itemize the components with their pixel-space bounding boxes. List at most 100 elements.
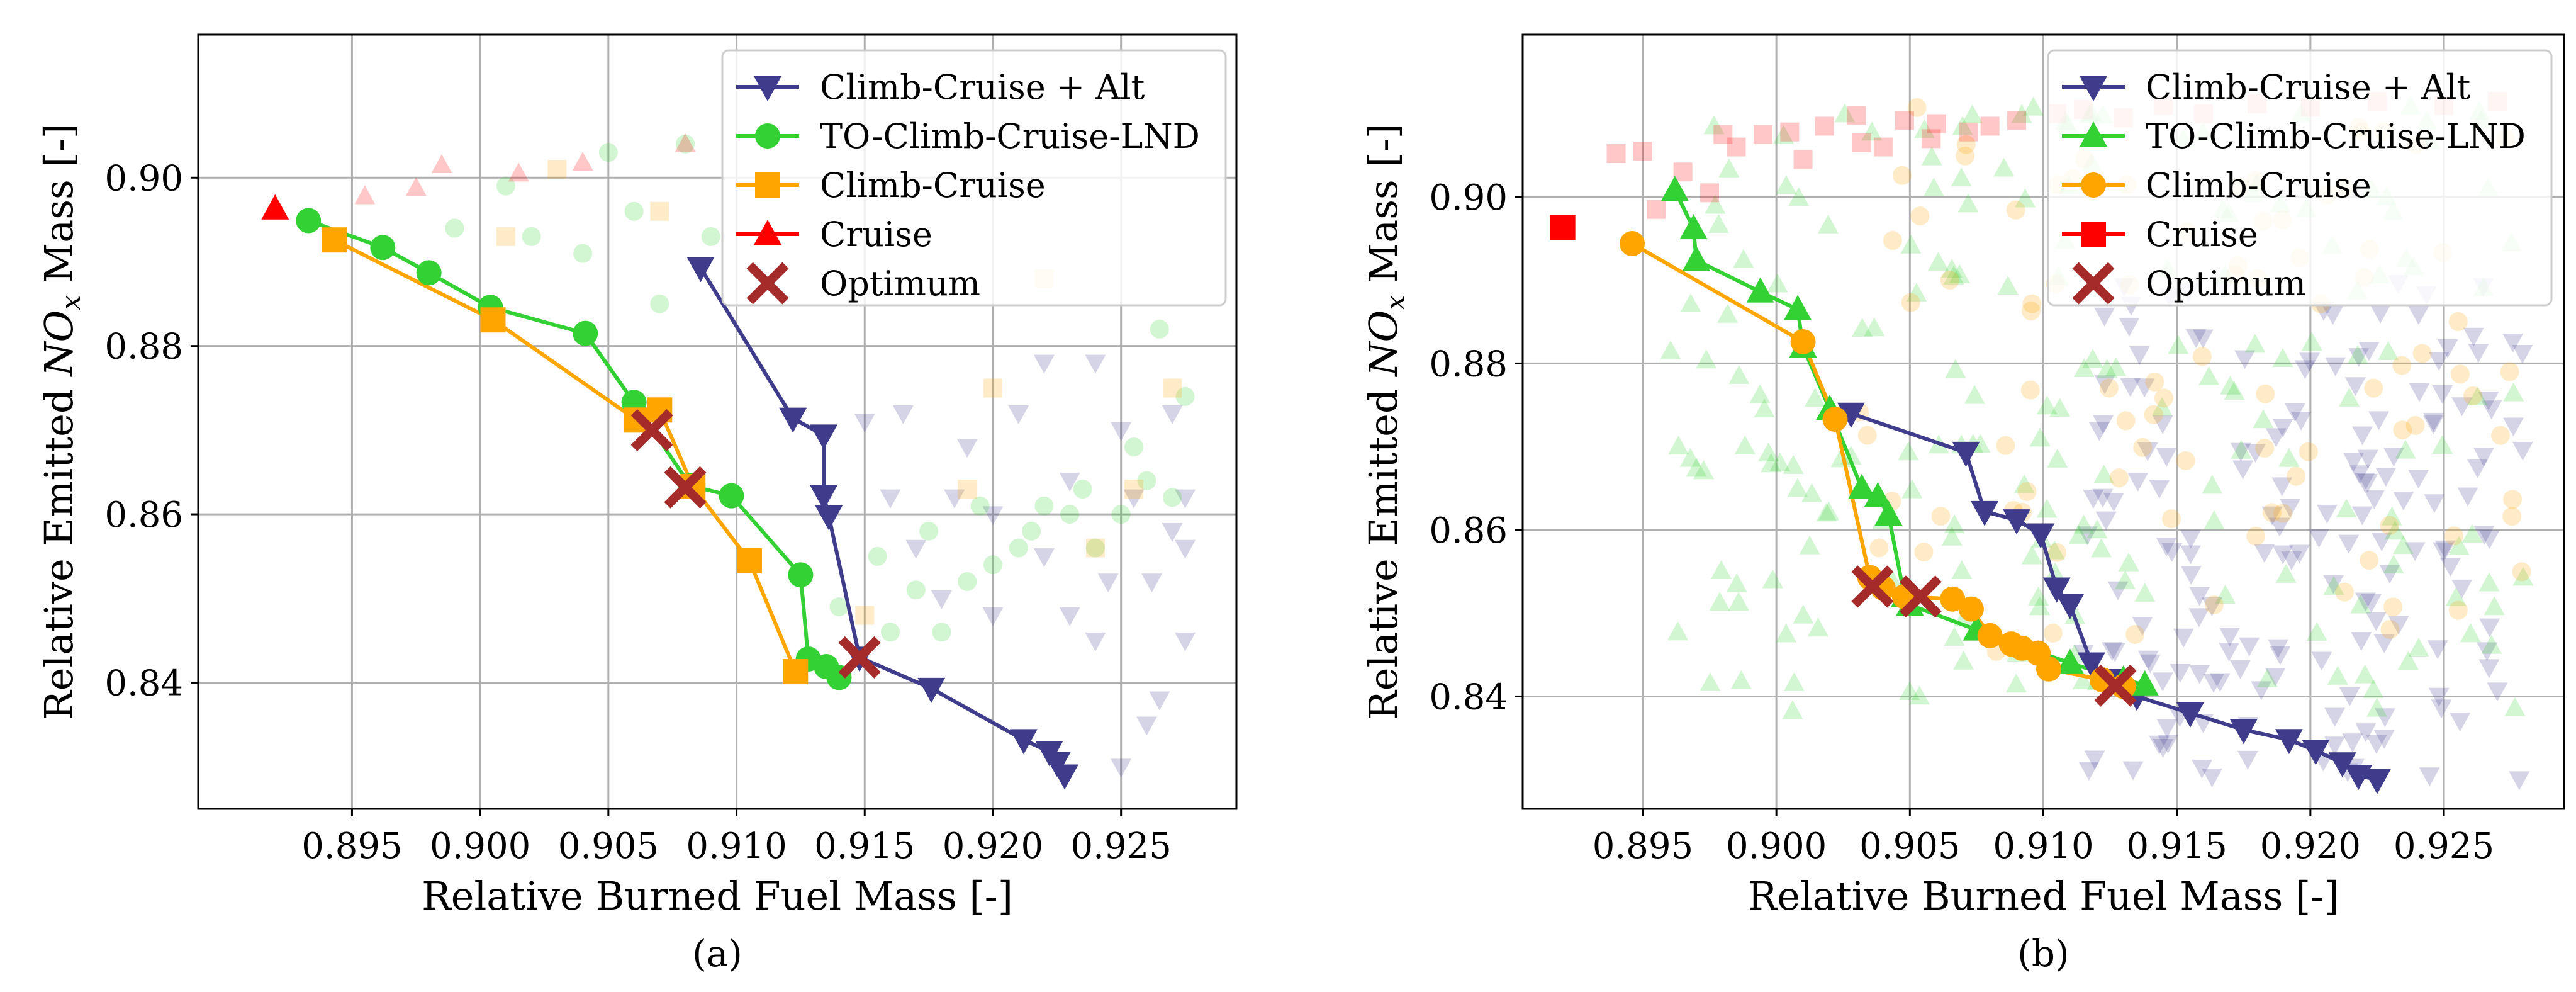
cloud-point-climb-cruise-alt bbox=[2431, 699, 2452, 719]
cloud-point-climb-cruise-alt bbox=[2188, 608, 2210, 628]
cloud-point-climb-cruise-alt bbox=[2370, 304, 2391, 324]
cloud-point-climb-cruise-alt bbox=[2219, 643, 2240, 662]
cloud-point-climb-cruise bbox=[2412, 344, 2432, 363]
cloud-point-cruise bbox=[431, 154, 452, 173]
cloud-point-climb-cruise bbox=[2204, 595, 2224, 615]
cloud-point-climb-cruise-alt bbox=[2269, 517, 2290, 537]
cloud-point-climb-cruise-alt bbox=[2185, 329, 2207, 349]
y-axis-label-prefix-a: Relative Emitted bbox=[36, 376, 82, 720]
cloud-point-climb-cruise-alt bbox=[2487, 682, 2508, 702]
legend-entry-label: Climb-Cruise + Alt bbox=[2146, 67, 2471, 107]
cloud-point-climb-cruise bbox=[1124, 479, 1144, 499]
cloud-point-to-climb-cruise-lnd bbox=[2151, 397, 2173, 416]
cloud-point-climb-cruise-alt bbox=[2371, 532, 2392, 551]
cloud-point-climb-cruise-alt bbox=[982, 506, 1004, 526]
front-point-climb-cruise-alt bbox=[810, 424, 838, 450]
cloud-point-to-climb-cruise-lnd bbox=[2301, 332, 2322, 351]
cloud-point-to-climb-cruise-lnd bbox=[970, 496, 990, 516]
y-axis-label-suffix-b: Mass [-] bbox=[1360, 123, 1406, 295]
cloud-point-to-climb-cruise-lnd bbox=[1899, 681, 1920, 701]
x-tick-label: 0.915 bbox=[814, 826, 915, 867]
cloud-point-to-climb-cruise-lnd bbox=[1861, 121, 1883, 141]
cloud-point-climb-cruise bbox=[2020, 380, 2040, 400]
cloud-point-to-climb-cruise-lnd bbox=[2323, 575, 2344, 595]
cloud-point-climb-cruise-alt bbox=[2083, 489, 2104, 509]
cloud-point-to-climb-cruise-lnd bbox=[573, 244, 593, 263]
front-point-to-climb-cruise-lnd bbox=[2131, 670, 2159, 696]
cloud-point-to-climb-cruise-lnd bbox=[1728, 592, 1749, 611]
y-tick-label: 0.88 bbox=[104, 327, 183, 368]
cloud-point-climb-cruise-alt bbox=[2170, 663, 2191, 683]
front-point-to-climb-cruise-lnd bbox=[719, 483, 744, 509]
cloud-point-climb-cruise-alt bbox=[931, 590, 952, 610]
front-point-climb-cruise bbox=[1940, 586, 1966, 612]
front-point-climb-cruise-alt bbox=[1051, 764, 1079, 790]
front-point-to-climb-cruise-lnd bbox=[370, 235, 396, 261]
y-tick-label: 0.90 bbox=[104, 158, 183, 199]
cloud-point-to-climb-cruise-lnd bbox=[1718, 158, 1740, 178]
cloud-point-to-climb-cruise-lnd bbox=[1953, 650, 1974, 670]
cloud-point-climb-cruise-alt bbox=[2201, 597, 2222, 617]
cloud-point-to-climb-cruise-lnd bbox=[2478, 572, 2500, 592]
front-point-climb-cruise-alt bbox=[2275, 729, 2303, 755]
cloud-point-climb-cruise-alt bbox=[2281, 551, 2302, 571]
cloud-point-to-climb-cruise-lnd bbox=[2044, 540, 2065, 560]
cloud-point-to-climb-cruise-lnd bbox=[881, 623, 900, 642]
front-point-climb-cruise-alt bbox=[779, 407, 807, 433]
cloud-point-to-climb-cruise-lnd bbox=[1944, 626, 1965, 646]
cloud-point-to-climb-cruise-lnd bbox=[1788, 187, 1810, 206]
cloud-point-to-climb-cruise-lnd bbox=[1783, 672, 1805, 691]
cloud-point-to-climb-cruise-lnd bbox=[1787, 478, 1808, 497]
cloud-point-climb-cruise-alt bbox=[2349, 465, 2370, 485]
cloud-point-climb-cruise bbox=[2262, 503, 2282, 522]
cloud-point-climb-cruise-alt bbox=[2288, 544, 2310, 564]
cloud-point-to-climb-cruise-lnd bbox=[1668, 436, 1689, 455]
cloud-point-climb-cruise-alt bbox=[2294, 360, 2316, 380]
cloud-point-to-climb-cruise-lnd bbox=[1734, 435, 1756, 454]
cloud-point-climb-cruise-alt bbox=[2352, 426, 2373, 446]
x-tick-label: 0.895 bbox=[301, 826, 402, 867]
front-point-to-climb-cruise-lnd bbox=[2056, 648, 2084, 674]
cloud-point-to-climb-cruise-lnd bbox=[2005, 674, 2027, 693]
cloud-point-climb-cruise-alt bbox=[1175, 632, 1196, 651]
cloud-point-climb-cruise-alt bbox=[1162, 405, 1183, 424]
cloud-point-to-climb-cruise-lnd bbox=[868, 546, 887, 566]
cloud-point-to-climb-cruise-lnd bbox=[1709, 592, 1730, 611]
x-tick-label: 0.900 bbox=[1726, 826, 1827, 867]
cloud-point-to-climb-cruise-lnd bbox=[2244, 334, 2266, 353]
cloud-point-to-climb-cruise-lnd bbox=[1949, 264, 1970, 283]
cloud-point-climb-cruise-alt bbox=[2180, 545, 2201, 565]
cloud-point-climb-cruise-alt bbox=[2219, 628, 2241, 647]
cloud-point-climb-cruise-alt bbox=[2311, 651, 2332, 671]
front-point-climb-cruise bbox=[736, 548, 762, 573]
cloud-point-climb-cruise bbox=[1940, 270, 1959, 290]
cloud-point-climb-cruise bbox=[983, 378, 1002, 398]
cloud-point-cruise bbox=[1815, 116, 1834, 136]
legend-entry-label: Climb-Cruise bbox=[2146, 166, 2372, 205]
cloud-point-to-climb-cruise-lnd bbox=[2395, 439, 2416, 459]
cloud-point-to-climb-cruise-lnd bbox=[2204, 510, 2225, 529]
cloud-point-climb-cruise bbox=[2125, 624, 2145, 644]
cloud-point-to-climb-cruise-lnd bbox=[906, 580, 926, 600]
cloud-point-climb-cruise-alt bbox=[2265, 428, 2287, 448]
cloud-point-climb-cruise-alt bbox=[2093, 415, 2114, 434]
cloud-point-climb-cruise-alt bbox=[2478, 392, 2499, 411]
cloud-point-cruise bbox=[1895, 111, 1914, 130]
cloud-point-to-climb-cruise-lnd bbox=[1928, 251, 1949, 271]
cloud-point-climb-cruise-alt bbox=[2127, 472, 2149, 492]
cloud-point-climb-cruise-alt bbox=[1008, 405, 1029, 424]
cloud-point-to-climb-cruise-lnd bbox=[1951, 560, 1973, 580]
cloud-point-climb-cruise-alt bbox=[1162, 523, 1183, 543]
cloud-point-to-climb-cruise-lnd bbox=[2021, 545, 2042, 565]
cloud-point-climb-cruise-alt bbox=[2478, 530, 2500, 550]
cloud-point-to-climb-cruise-lnd bbox=[624, 201, 644, 221]
cloud-point-climb-cruise-alt bbox=[1136, 716, 1157, 736]
cloud-point-climb-cruise-alt bbox=[1175, 489, 1196, 509]
cloud-point-to-climb-cruise-lnd bbox=[1807, 617, 1828, 637]
front-point-climb-cruise-alt bbox=[2056, 594, 2084, 619]
cloud-point-to-climb-cruise-lnd bbox=[650, 294, 669, 313]
cloud-point-to-climb-cruise-lnd bbox=[1060, 505, 1080, 524]
cloud-point-to-climb-cruise-lnd bbox=[2044, 562, 2066, 582]
cloud-point-climb-cruise bbox=[1914, 542, 1934, 561]
cloud-point-to-climb-cruise-lnd bbox=[1997, 276, 2019, 295]
